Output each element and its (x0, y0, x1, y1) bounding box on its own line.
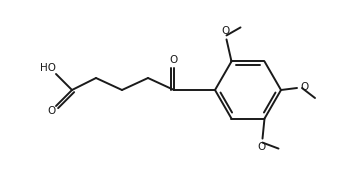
Text: HO: HO (40, 63, 56, 73)
Text: O: O (257, 142, 266, 152)
Text: O: O (301, 82, 309, 92)
Text: O: O (221, 26, 230, 36)
Text: O: O (170, 55, 178, 65)
Text: O: O (47, 106, 55, 116)
